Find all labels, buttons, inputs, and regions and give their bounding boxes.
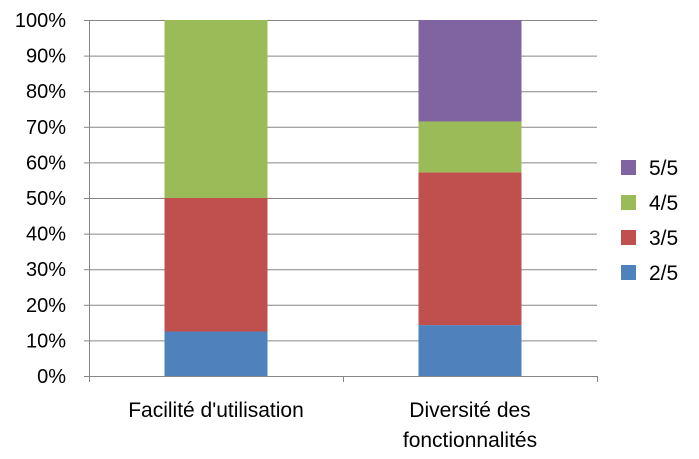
legend: 5/5 4/5 3/5 2/5	[621, 157, 678, 285]
legend-label: 5/5	[649, 157, 678, 180]
y-tick-label: 70%	[26, 117, 66, 139]
x-category-label: Diversité des	[409, 399, 530, 422]
bars	[164, 20, 522, 376]
y-tick-label: 10%	[26, 330, 66, 352]
y-tick-label: 100%	[15, 10, 66, 32]
bar-segment-2-of-5	[418, 325, 522, 376]
x-category-label: Facilité d'utilisation	[128, 399, 304, 422]
legend-swatch	[621, 160, 636, 175]
y-tick-label: 50%	[26, 188, 66, 210]
x-category-label: fonctionnalités	[403, 429, 537, 452]
bar-segment-4-of-5	[418, 121, 522, 173]
bar-segment-3-of-5	[164, 198, 268, 332]
legend-label: 4/5	[649, 192, 678, 215]
y-tick-label: 60%	[26, 152, 66, 174]
legend-swatch	[621, 265, 636, 280]
bar-segment-3-of-5	[418, 172, 522, 326]
legend-label: 2/5	[649, 262, 678, 285]
legend-swatch	[621, 230, 636, 245]
axes	[84, 20, 598, 382]
legend-swatch	[621, 195, 636, 210]
y-tick-label: 80%	[26, 81, 66, 103]
y-tick-label: 30%	[26, 259, 66, 281]
y-tick-label: 0%	[37, 366, 66, 388]
y-axis-tick-labels: 0% 10% 20% 30% 40% 50% 60% 70% 80% 90% 100%	[15, 10, 66, 388]
bar-segment-5-of-5	[418, 20, 522, 122]
bar-segment-4-of-5	[164, 20, 268, 198]
y-tick-label: 20%	[26, 295, 66, 317]
bar-segment-2-of-5	[164, 331, 268, 376]
y-tick-label: 40%	[26, 224, 66, 246]
x-axis-category-labels: Facilité d'utilisation Diversité des fonct…	[128, 399, 537, 452]
legend-label: 3/5	[649, 227, 678, 250]
y-tick-label: 90%	[26, 46, 66, 68]
